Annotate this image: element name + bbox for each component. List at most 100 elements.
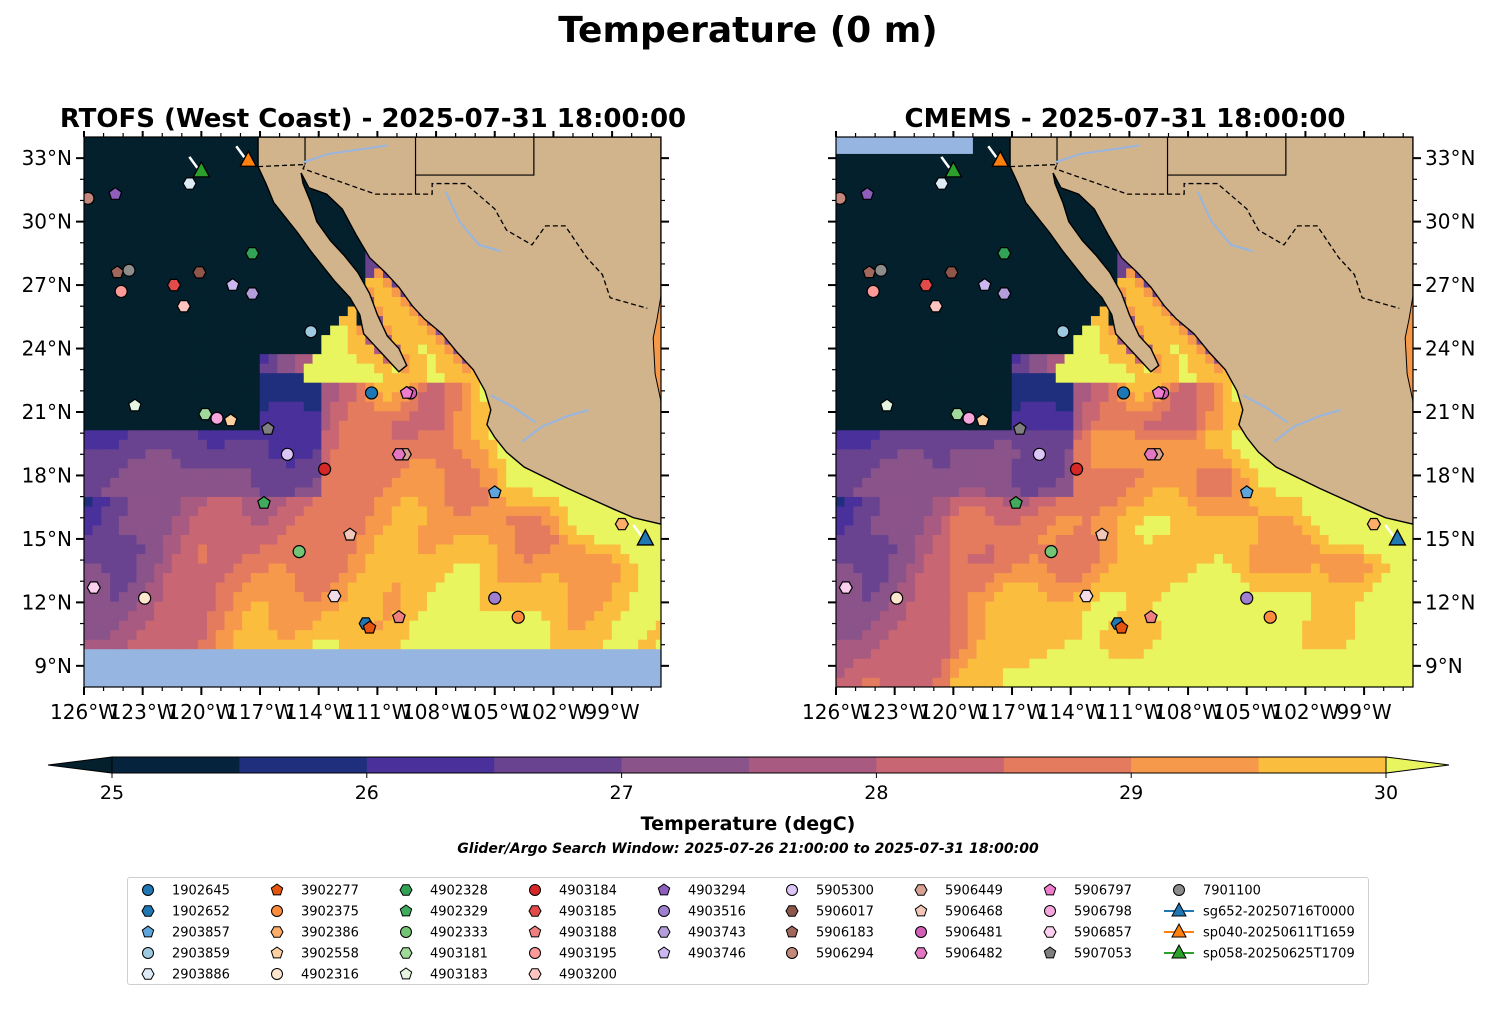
glider-marker-sp058-20250625T1709[interactable] bbox=[944, 160, 963, 178]
legend-label: 4903746 bbox=[688, 947, 746, 962]
float-marker-4903181[interactable] bbox=[198, 407, 213, 421]
ytick-label: 21°N bbox=[1425, 400, 1475, 424]
float-marker-5906294[interactable] bbox=[834, 191, 847, 205]
float-marker-4902333[interactable] bbox=[1044, 545, 1058, 559]
legend-label: 4903181 bbox=[430, 947, 488, 962]
float-marker-5906482[interactable] bbox=[1143, 448, 1159, 461]
xtick-label: 114°W bbox=[1037, 700, 1105, 724]
float-marker-5906294[interactable] bbox=[82, 191, 95, 205]
float-marker-4903743[interactable] bbox=[997, 287, 1012, 300]
float-marker-3902558[interactable] bbox=[223, 413, 238, 427]
float-marker-4903185[interactable] bbox=[166, 278, 182, 292]
float-marker-4903188[interactable] bbox=[391, 609, 406, 624]
land-mexico bbox=[257, 137, 661, 525]
float-marker-5907053[interactable] bbox=[260, 421, 275, 435]
float-marker-5906017[interactable] bbox=[192, 266, 207, 279]
float-marker-5906468[interactable] bbox=[343, 527, 357, 541]
float-marker-5906857[interactable] bbox=[838, 581, 853, 594]
float-marker-4903188[interactable] bbox=[1143, 609, 1158, 624]
float-marker-4903184[interactable] bbox=[1069, 462, 1084, 476]
legend-label: 4903516 bbox=[688, 905, 746, 920]
glider-marker-sg652-20250716T0000[interactable] bbox=[636, 528, 655, 546]
glider-track bbox=[632, 524, 643, 537]
float-marker-5906183[interactable] bbox=[110, 265, 125, 279]
float-marker-3902277[interactable] bbox=[1114, 620, 1129, 634]
float-marker-3902386[interactable] bbox=[1366, 517, 1382, 531]
legend-entry: 5906449 bbox=[914, 884, 1003, 899]
float-marker-4903200[interactable] bbox=[176, 300, 191, 313]
legend-entry: 4902316 bbox=[271, 968, 359, 983]
float-marker-5906798[interactable] bbox=[210, 411, 224, 425]
float-marker-4903183[interactable] bbox=[127, 398, 142, 412]
legend-entry: 4903200 bbox=[528, 968, 617, 983]
float-marker-3902375[interactable] bbox=[511, 610, 525, 624]
float-marker-1902645[interactable] bbox=[364, 386, 379, 400]
float-marker-5906857[interactable] bbox=[86, 581, 101, 594]
map-title-left: RTOFS (West Coast) - 2025-07-31 18:00:00 bbox=[60, 104, 686, 134]
legend-marker bbox=[1043, 946, 1057, 959]
float-marker-4903183[interactable] bbox=[879, 398, 894, 412]
legend-label: 4902328 bbox=[430, 884, 488, 899]
float-marker-4902316[interactable] bbox=[138, 591, 152, 605]
glider-marker-sg652-20250716T0000[interactable] bbox=[1388, 528, 1407, 546]
float-marker-4902328[interactable] bbox=[245, 247, 260, 260]
float-marker-4903185[interactable] bbox=[918, 278, 934, 292]
float-marker-2903886[interactable] bbox=[182, 177, 197, 190]
float-marker-5906797[interactable] bbox=[1151, 385, 1166, 399]
glider-marker-sp058-20250625T1709[interactable] bbox=[192, 160, 211, 178]
float-marker-5906468[interactable] bbox=[1095, 527, 1109, 541]
legend-entry: 1902645 bbox=[142, 884, 230, 899]
float-marker-5906183[interactable] bbox=[862, 265, 877, 279]
legend-label: 1902645 bbox=[172, 884, 230, 899]
float-marker-5907053[interactable] bbox=[1012, 421, 1027, 435]
float-marker-4903200[interactable] bbox=[928, 300, 943, 313]
float-marker-4903746[interactable] bbox=[977, 277, 992, 291]
float-marker-3902386[interactable] bbox=[614, 517, 630, 531]
float-marker-4903195[interactable] bbox=[866, 284, 880, 299]
glider-marker-sp040-20250611T1659[interactable] bbox=[239, 149, 258, 167]
float-marker-4902328[interactable] bbox=[997, 247, 1012, 260]
float-marker-4903181[interactable] bbox=[950, 407, 965, 421]
float-marker-4903294[interactable] bbox=[108, 186, 123, 200]
legend-entry: 5906857 bbox=[1043, 926, 1132, 941]
legend-label: sp040-20250611T1659 bbox=[1203, 926, 1355, 941]
float-marker-5906797[interactable] bbox=[399, 385, 414, 399]
glider-track bbox=[1384, 524, 1395, 537]
float-marker-2903859[interactable] bbox=[1056, 325, 1070, 339]
float-marker-5906449b[interactable] bbox=[1079, 589, 1094, 603]
float-marker-5905300[interactable] bbox=[280, 447, 295, 461]
float-marker-2903859[interactable] bbox=[304, 325, 318, 339]
float-marker-7901100[interactable] bbox=[122, 263, 136, 277]
float-marker-2903886[interactable] bbox=[934, 177, 949, 190]
float-marker-4903184[interactable] bbox=[317, 462, 332, 476]
float-marker-5906017[interactable] bbox=[944, 266, 959, 279]
float-marker-4903743[interactable] bbox=[245, 287, 260, 300]
legend-marker bbox=[141, 968, 155, 980]
float-marker-3902558[interactable] bbox=[975, 413, 990, 427]
float-marker-4902333[interactable] bbox=[292, 545, 306, 559]
float-marker-5905300[interactable] bbox=[1032, 447, 1047, 461]
float-marker-3902375[interactable] bbox=[1263, 610, 1277, 624]
float-marker-2903857[interactable] bbox=[1239, 485, 1254, 499]
colorbar-segment bbox=[876, 757, 1005, 773]
legend-marker bbox=[270, 883, 284, 896]
float-marker-4903746[interactable] bbox=[225, 277, 240, 291]
legend-entry: 5906294 bbox=[786, 947, 874, 962]
float-marker-2903857[interactable] bbox=[487, 485, 502, 499]
float-marker-4903195[interactable] bbox=[114, 284, 128, 299]
float-marker-4903516[interactable] bbox=[488, 591, 502, 605]
ytick-label: 30°N bbox=[1425, 210, 1475, 234]
float-marker-4903294[interactable] bbox=[860, 186, 875, 200]
glider-marker-sp040-20250611T1659[interactable] bbox=[991, 149, 1010, 167]
float-marker-4903516[interactable] bbox=[1240, 591, 1254, 605]
float-marker-1902645[interactable] bbox=[1116, 386, 1131, 400]
float-marker-5906482[interactable] bbox=[391, 448, 407, 461]
float-marker-4902329[interactable] bbox=[257, 495, 271, 509]
float-marker-5906798[interactable] bbox=[962, 411, 976, 425]
float-marker-4902316[interactable] bbox=[890, 591, 904, 605]
float-marker-4902329[interactable] bbox=[1009, 495, 1023, 509]
float-marker-7901100[interactable] bbox=[874, 263, 888, 277]
legend-entry: 4903294 bbox=[657, 883, 746, 899]
float-marker-3902277[interactable] bbox=[362, 620, 377, 634]
float-marker-5906449b[interactable] bbox=[327, 589, 342, 603]
